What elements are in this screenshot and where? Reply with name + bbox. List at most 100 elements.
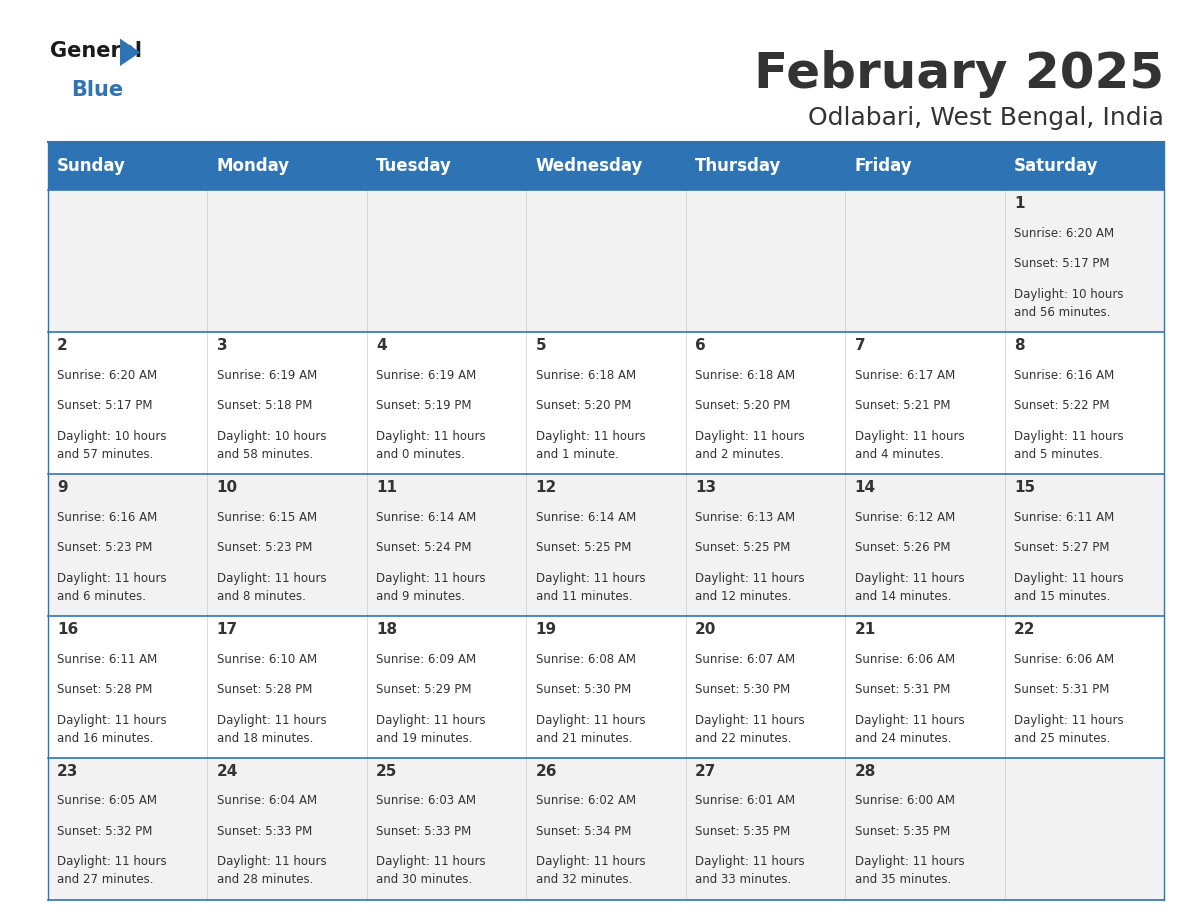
Text: Sunset: 5:23 PM: Sunset: 5:23 PM	[57, 541, 152, 554]
Text: 14: 14	[854, 480, 876, 496]
Text: 26: 26	[536, 764, 557, 779]
Text: 13: 13	[695, 480, 716, 496]
Text: Sunset: 5:31 PM: Sunset: 5:31 PM	[854, 683, 950, 696]
Text: Sunset: 5:30 PM: Sunset: 5:30 PM	[695, 683, 790, 696]
Text: Sunset: 5:23 PM: Sunset: 5:23 PM	[216, 541, 312, 554]
Text: Sunrise: 6:18 AM: Sunrise: 6:18 AM	[695, 369, 795, 382]
Polygon shape	[120, 39, 140, 66]
Text: Sunset: 5:27 PM: Sunset: 5:27 PM	[1015, 541, 1110, 554]
Bar	[48, 332, 1164, 474]
Text: Daylight: 11 hours
and 16 minutes.: Daylight: 11 hours and 16 minutes.	[57, 713, 166, 744]
Text: 28: 28	[854, 764, 876, 779]
Text: Daylight: 11 hours
and 33 minutes.: Daylight: 11 hours and 33 minutes.	[695, 856, 804, 887]
Text: 23: 23	[57, 764, 78, 779]
Text: Sunset: 5:35 PM: Sunset: 5:35 PM	[854, 825, 950, 838]
Text: 3: 3	[216, 339, 227, 353]
Text: 17: 17	[216, 622, 238, 637]
Text: Sunset: 5:20 PM: Sunset: 5:20 PM	[536, 399, 631, 412]
Text: Sunset: 5:17 PM: Sunset: 5:17 PM	[1015, 257, 1110, 270]
Text: Sunrise: 6:09 AM: Sunrise: 6:09 AM	[377, 653, 476, 666]
Text: Sunset: 5:31 PM: Sunset: 5:31 PM	[1015, 683, 1110, 696]
Text: Daylight: 11 hours
and 0 minutes.: Daylight: 11 hours and 0 minutes.	[377, 430, 486, 461]
Text: 2: 2	[57, 339, 68, 353]
Text: Daylight: 11 hours
and 14 minutes.: Daylight: 11 hours and 14 minutes.	[854, 572, 965, 602]
Text: Sunrise: 6:15 AM: Sunrise: 6:15 AM	[216, 510, 317, 523]
Text: Sunrise: 6:14 AM: Sunrise: 6:14 AM	[377, 510, 476, 523]
Text: Sunday: Sunday	[57, 157, 126, 175]
Text: Sunset: 5:34 PM: Sunset: 5:34 PM	[536, 825, 631, 838]
Text: Sunrise: 6:20 AM: Sunrise: 6:20 AM	[57, 369, 157, 382]
Text: Sunset: 5:32 PM: Sunset: 5:32 PM	[57, 825, 152, 838]
Bar	[685, 142, 845, 190]
Bar	[48, 474, 1164, 616]
Text: Sunrise: 6:00 AM: Sunrise: 6:00 AM	[854, 794, 955, 808]
Text: Sunrise: 6:12 AM: Sunrise: 6:12 AM	[854, 510, 955, 523]
Text: Daylight: 11 hours
and 8 minutes.: Daylight: 11 hours and 8 minutes.	[216, 572, 327, 602]
Text: 4: 4	[377, 339, 387, 353]
Text: Daylight: 11 hours
and 19 minutes.: Daylight: 11 hours and 19 minutes.	[377, 713, 486, 744]
Text: 18: 18	[377, 622, 397, 637]
Text: Sunrise: 6:11 AM: Sunrise: 6:11 AM	[57, 653, 157, 666]
Text: Sunset: 5:30 PM: Sunset: 5:30 PM	[536, 683, 631, 696]
Text: Daylight: 11 hours
and 22 minutes.: Daylight: 11 hours and 22 minutes.	[695, 713, 804, 744]
Text: Sunrise: 6:19 AM: Sunrise: 6:19 AM	[377, 369, 476, 382]
Text: Sunrise: 6:20 AM: Sunrise: 6:20 AM	[1015, 227, 1114, 240]
Text: Sunset: 5:24 PM: Sunset: 5:24 PM	[377, 541, 472, 554]
Text: Thursday: Thursday	[695, 157, 782, 175]
Text: Sunset: 5:25 PM: Sunset: 5:25 PM	[536, 541, 631, 554]
Text: Daylight: 11 hours
and 21 minutes.: Daylight: 11 hours and 21 minutes.	[536, 713, 645, 744]
Text: February 2025: February 2025	[754, 50, 1164, 98]
Text: Sunset: 5:28 PM: Sunset: 5:28 PM	[57, 683, 152, 696]
Text: Sunset: 5:28 PM: Sunset: 5:28 PM	[216, 683, 312, 696]
Text: Sunrise: 6:16 AM: Sunrise: 6:16 AM	[1015, 369, 1114, 382]
Text: Tuesday: Tuesday	[377, 157, 451, 175]
Text: 27: 27	[695, 764, 716, 779]
Text: Sunrise: 6:01 AM: Sunrise: 6:01 AM	[695, 794, 795, 808]
Text: Sunset: 5:25 PM: Sunset: 5:25 PM	[695, 541, 790, 554]
Text: Sunset: 5:26 PM: Sunset: 5:26 PM	[854, 541, 950, 554]
Text: Sunrise: 6:16 AM: Sunrise: 6:16 AM	[57, 510, 157, 523]
Text: Daylight: 11 hours
and 12 minutes.: Daylight: 11 hours and 12 minutes.	[695, 572, 804, 602]
Text: Daylight: 11 hours
and 28 minutes.: Daylight: 11 hours and 28 minutes.	[216, 856, 327, 887]
Text: Daylight: 11 hours
and 5 minutes.: Daylight: 11 hours and 5 minutes.	[1015, 430, 1124, 461]
Bar	[48, 616, 1164, 757]
Text: 11: 11	[377, 480, 397, 496]
Text: Sunrise: 6:02 AM: Sunrise: 6:02 AM	[536, 794, 636, 808]
Text: Daylight: 11 hours
and 35 minutes.: Daylight: 11 hours and 35 minutes.	[854, 856, 965, 887]
Text: Daylight: 11 hours
and 18 minutes.: Daylight: 11 hours and 18 minutes.	[216, 713, 327, 744]
Text: Sunset: 5:20 PM: Sunset: 5:20 PM	[695, 399, 790, 412]
Bar	[48, 190, 1164, 332]
Text: Daylight: 11 hours
and 9 minutes.: Daylight: 11 hours and 9 minutes.	[377, 572, 486, 602]
Text: Sunrise: 6:17 AM: Sunrise: 6:17 AM	[854, 369, 955, 382]
Text: Sunset: 5:21 PM: Sunset: 5:21 PM	[854, 399, 950, 412]
Text: Sunrise: 6:13 AM: Sunrise: 6:13 AM	[695, 510, 795, 523]
Text: Sunrise: 6:19 AM: Sunrise: 6:19 AM	[216, 369, 317, 382]
Text: 9: 9	[57, 480, 68, 496]
Text: 24: 24	[216, 764, 238, 779]
Text: Daylight: 11 hours
and 25 minutes.: Daylight: 11 hours and 25 minutes.	[1015, 713, 1124, 744]
Text: Odlabari, West Bengal, India: Odlabari, West Bengal, India	[808, 106, 1164, 129]
Bar	[207, 142, 367, 190]
Text: Blue: Blue	[71, 80, 124, 100]
Text: Sunset: 5:18 PM: Sunset: 5:18 PM	[216, 399, 312, 412]
Text: 6: 6	[695, 339, 706, 353]
Text: 5: 5	[536, 339, 546, 353]
Text: Sunset: 5:17 PM: Sunset: 5:17 PM	[57, 399, 152, 412]
Text: Daylight: 11 hours
and 27 minutes.: Daylight: 11 hours and 27 minutes.	[57, 856, 166, 887]
Text: Daylight: 10 hours
and 58 minutes.: Daylight: 10 hours and 58 minutes.	[216, 430, 326, 461]
Text: Daylight: 10 hours
and 57 minutes.: Daylight: 10 hours and 57 minutes.	[57, 430, 166, 461]
Text: Sunrise: 6:08 AM: Sunrise: 6:08 AM	[536, 653, 636, 666]
Text: Sunrise: 6:18 AM: Sunrise: 6:18 AM	[536, 369, 636, 382]
Text: Sunrise: 6:04 AM: Sunrise: 6:04 AM	[216, 794, 317, 808]
Text: Sunset: 5:19 PM: Sunset: 5:19 PM	[377, 399, 472, 412]
Text: 25: 25	[377, 764, 398, 779]
Text: Sunrise: 6:10 AM: Sunrise: 6:10 AM	[216, 653, 317, 666]
Text: 16: 16	[57, 622, 78, 637]
Text: 20: 20	[695, 622, 716, 637]
Text: Daylight: 11 hours
and 6 minutes.: Daylight: 11 hours and 6 minutes.	[57, 572, 166, 602]
Text: Sunset: 5:22 PM: Sunset: 5:22 PM	[1015, 399, 1110, 412]
Text: Daylight: 11 hours
and 30 minutes.: Daylight: 11 hours and 30 minutes.	[377, 856, 486, 887]
Text: Monday: Monday	[216, 157, 290, 175]
Text: 19: 19	[536, 622, 557, 637]
Text: Wednesday: Wednesday	[536, 157, 643, 175]
